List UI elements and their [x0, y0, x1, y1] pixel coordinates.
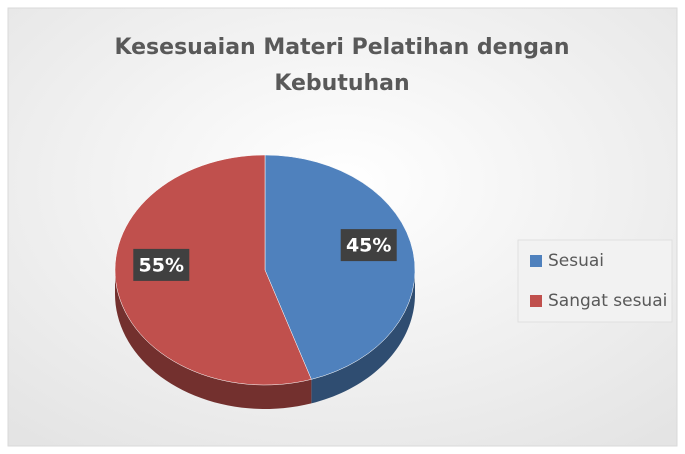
slice-side [115, 270, 312, 409]
chart-title: Kesesuaian Materi Pelatihan dengan Kebut… [114, 35, 570, 96]
data-label: 55% [139, 254, 184, 276]
legend-swatch [530, 255, 542, 267]
legend-label: Sangat sesuai [548, 291, 667, 311]
slice [264, 154, 416, 380]
data-label-box [340, 229, 397, 262]
slice [114, 154, 312, 386]
legend-box [517, 239, 673, 323]
legend-swatch [530, 295, 542, 307]
slice-side [311, 270, 415, 404]
legend-label: Sesuai [548, 251, 604, 271]
data-label: 45% [346, 235, 391, 257]
data-label-box [133, 248, 190, 281]
